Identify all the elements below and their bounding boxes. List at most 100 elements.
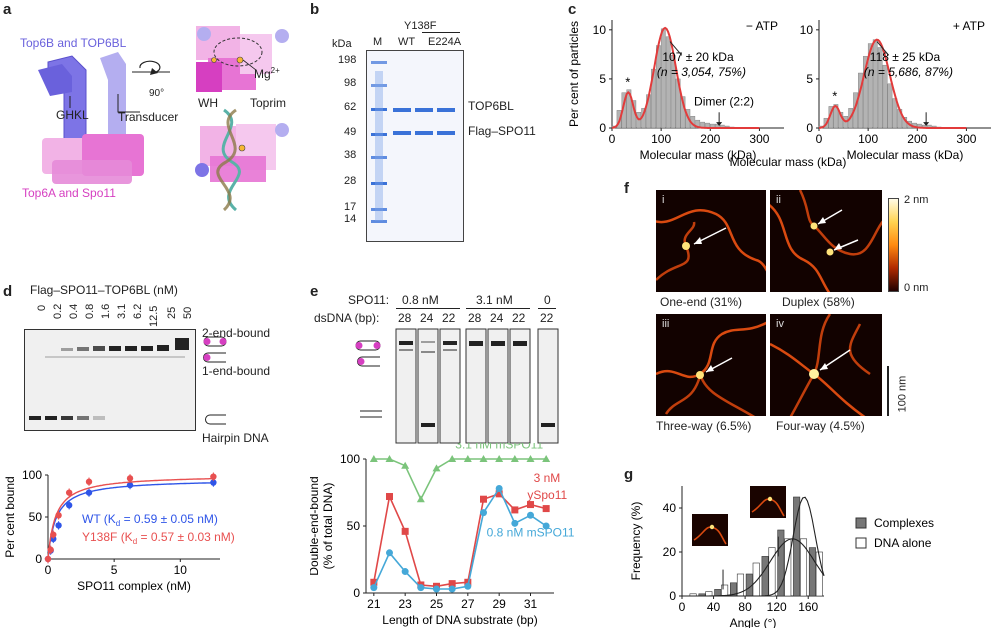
- x-tick-label: 25: [430, 597, 444, 611]
- wt-fit-label: WT (Kd = 0.59 ± 0.05 nM): [82, 512, 218, 528]
- e-group2-bar: [466, 308, 530, 309]
- legend-swatch-complexes: [856, 518, 866, 528]
- y-tick-label: 0: [35, 552, 42, 566]
- data-point-circle: [370, 584, 377, 591]
- scale-bar: [887, 366, 889, 416]
- data-point-circle: [527, 512, 534, 519]
- label-1end: 1-end-bound: [202, 364, 270, 378]
- legend-label-dna-alone: DNA alone: [874, 536, 932, 550]
- top6a-bottom: [52, 160, 132, 184]
- x-tick-label: 40: [707, 600, 721, 614]
- e-band-3a: [443, 341, 457, 345]
- right-top-ball-b: [275, 29, 289, 43]
- panel-d-emsa: Flag–SPO11–TOP6BL (nM) 0 0.2 0.4 0.8 1.6…: [0, 283, 308, 463]
- x-tick-label: 31: [524, 597, 538, 611]
- e-group1-bar: [396, 308, 460, 309]
- emsa-conc-0: 0: [36, 305, 48, 311]
- emsa-conc-9: 50: [182, 307, 194, 319]
- e-band-1a: [399, 341, 413, 345]
- data-point-circle: [464, 583, 471, 590]
- lane-m: M: [373, 36, 382, 48]
- wh-label: WH: [198, 96, 218, 110]
- right-top-block-c: [196, 62, 222, 92]
- afm-image-ii: ii: [770, 190, 882, 292]
- data-point-circle: [496, 485, 503, 492]
- marker-62: 62: [344, 101, 356, 113]
- data-point-y138f: [210, 473, 216, 479]
- e-group1-conc: 0.8 nM: [402, 293, 439, 307]
- series-label-3b: ySpo11: [527, 488, 567, 502]
- data-point-triangle: [433, 464, 441, 471]
- marker-band-198: [371, 61, 387, 64]
- e-gel-strips: [394, 327, 574, 447]
- peak-asterisk: *: [625, 75, 630, 90]
- x-axis-label: SPO11 complex (nM): [77, 579, 191, 593]
- dna-ball-a: [195, 163, 209, 177]
- panel-c-right-histogram: 0 100 200 3000510Molecular mass (kDa)+ ATP*…: [793, 0, 1000, 176]
- afm-label-ii: ii: [776, 194, 781, 206]
- one-end-band: [45, 356, 185, 358]
- x-tick-label: 300: [749, 132, 769, 146]
- x-tick-label: 0: [45, 563, 52, 577]
- series-line: [374, 459, 546, 499]
- afm-label-i: i: [662, 194, 664, 206]
- y-tick-label: 10: [800, 23, 814, 37]
- hairpin-band-0: [29, 416, 41, 420]
- marker-28: 28: [344, 175, 356, 187]
- data-point-y138f: [55, 512, 61, 518]
- emsa-conc-1: 0.2: [52, 304, 64, 319]
- two-end-band-6: [125, 346, 137, 351]
- afm-caption-iv: Four-way (4.5%): [776, 419, 865, 433]
- panel-g-angle-histogram: 0 40 80 120 16002040Angle (°)Frequency (%) Co…: [624, 466, 1000, 628]
- afm-strands-ii: [770, 190, 882, 292]
- data-point-y138f: [66, 489, 72, 495]
- gel-bands: [367, 51, 463, 241]
- data-point-circle: [402, 568, 409, 575]
- e-bp-2-24: 24: [490, 311, 503, 325]
- lane-e224a: E224A: [428, 36, 461, 48]
- hairpin-band-2: [61, 416, 73, 420]
- afm-image-iii: iii: [656, 314, 766, 416]
- e-spo11-label: SPO11:: [348, 293, 389, 307]
- x-tick-label: 0: [609, 132, 616, 146]
- spo11-band-wt: [393, 131, 411, 135]
- data-point-y138f: [50, 531, 56, 537]
- label-2end: 2-end-bound: [202, 326, 270, 340]
- e-group3-conc: 0: [544, 293, 551, 307]
- x-tick-label: 300: [956, 132, 976, 146]
- dna-mg-ion: [239, 145, 245, 151]
- e-two-end-icon-ball-a: [356, 342, 363, 349]
- e-strip-6: [510, 329, 530, 443]
- data-point-square: [543, 505, 550, 512]
- lane-e224a-bar: [422, 32, 460, 33]
- scale-bar-label: 100 nm: [896, 376, 908, 413]
- two-end-band-4: [93, 346, 105, 351]
- mg-label: Mg2+: [254, 66, 280, 81]
- series-label-3: 3 nM: [534, 471, 561, 485]
- spo11-band-e224a: [437, 131, 455, 135]
- x-axis-label: Angle (°): [730, 616, 777, 628]
- afm-caption-iii: Three-way (6.5%): [656, 419, 751, 433]
- e-strip-4: [466, 329, 486, 443]
- hairpin-band-3: [77, 416, 89, 420]
- emsa-title: Flag–SPO11–TOP6BL (nM): [30, 283, 178, 297]
- y138f-fit-label: Y138F (Kd = 0.57 ± 0.03 nM): [82, 530, 235, 546]
- bar-dna-alone: [721, 585, 727, 596]
- data-point-circle: [417, 584, 424, 591]
- spo11-band-y138f: [415, 131, 433, 135]
- two-end-band-2: [61, 348, 73, 351]
- two-end-band-9: [175, 338, 189, 350]
- y-tick-label: 10: [593, 23, 607, 37]
- emsa-conc-2: 0.4: [68, 304, 80, 319]
- panel-f-afm: i ii iii: [624, 180, 1000, 470]
- e-band-7a: [541, 423, 555, 427]
- colorbar-bottom-label: 0 nm: [904, 282, 928, 294]
- peak-asterisk: *: [832, 88, 837, 103]
- x-tick-label: 160: [798, 600, 818, 614]
- y-tick-label: 5: [599, 72, 606, 86]
- afm-image-i: i: [656, 190, 766, 292]
- x-tick-label: 100: [651, 132, 671, 146]
- emsa-bands: [25, 330, 195, 430]
- x-axis-label: Length of DNA substrate (bp): [382, 613, 537, 627]
